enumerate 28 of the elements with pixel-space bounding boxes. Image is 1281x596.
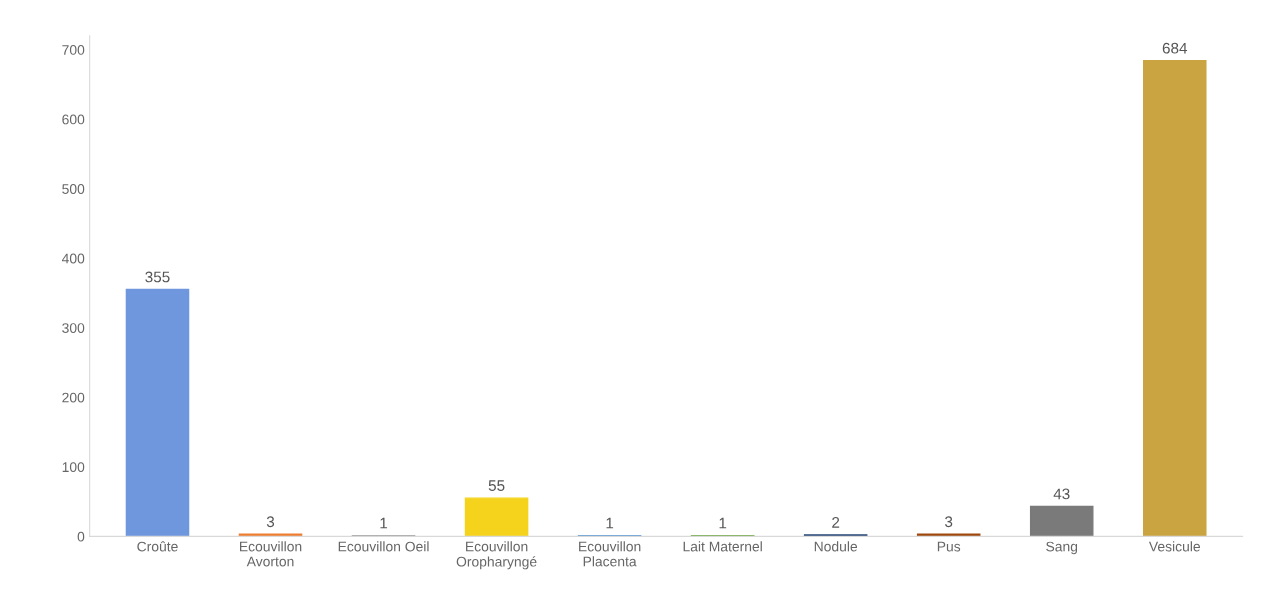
y-tick-label: 200: [62, 392, 85, 403]
x-tick-label: Sang: [1046, 541, 1078, 555]
y-tick-label: 500: [62, 184, 85, 194]
y-tick-label: 300: [62, 323, 85, 333]
data-label: 1: [719, 517, 727, 529]
x-tick-label: Vesicule: [1148, 541, 1200, 552]
x-tick-label: Pus: [937, 541, 961, 552]
y-tick-label: 700: [62, 45, 85, 55]
y-tick-label: 100: [62, 462, 85, 473]
x-tick-label: Lait Maternel: [683, 541, 762, 552]
data-label: 355: [145, 271, 170, 283]
data-label: 43: [1053, 488, 1070, 500]
y-tick-label: 0: [77, 531, 85, 542]
data-label: 1: [606, 517, 614, 529]
data-label: 3: [945, 516, 953, 528]
x-tick-label: Ecouvillon Oropharyngé: [456, 541, 537, 570]
x-tick-label: Nodule: [814, 541, 858, 552]
data-label: 3: [266, 516, 275, 528]
data-label: 2: [832, 517, 840, 528]
y-tick-label: 400: [61, 253, 85, 264]
x-tick-label: Ecouvillon Avorton: [240, 541, 302, 567]
data-label: 684: [1162, 42, 1188, 54]
x-tick-label: Ecouvillon Placenta: [579, 541, 641, 567]
x-tick-label: Croûte: [137, 541, 178, 552]
data-label: 55: [488, 480, 505, 491]
x-tick-label: Ecouvillon Oeil: [338, 541, 429, 552]
data-label: 1: [380, 517, 388, 529]
y-tick-label: 600: [62, 114, 85, 125]
